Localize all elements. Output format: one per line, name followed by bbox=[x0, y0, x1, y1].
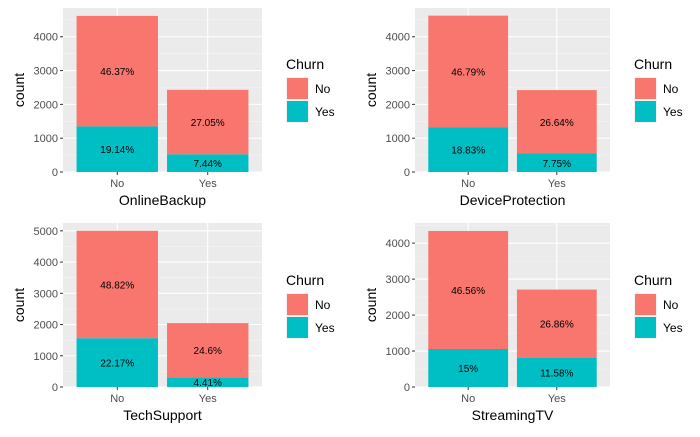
bar-yes-no bbox=[76, 338, 158, 387]
y-axis-title: count bbox=[363, 73, 379, 107]
x-tick-label: Yes bbox=[548, 178, 566, 190]
legend-title: Churn bbox=[634, 272, 672, 288]
x-tick-label: No bbox=[110, 393, 124, 405]
chart-panel-3: 0 1000 2000 3000 4000 5000 48.82% 22.17% No 24.6%… bbox=[11, 223, 335, 423]
x-tick-label: No bbox=[461, 393, 475, 405]
legend: Churn No Yes bbox=[286, 56, 335, 123]
y-tick-label: 1000 bbox=[386, 346, 410, 358]
x-tick-label: No bbox=[461, 178, 475, 190]
data-label-no: 26.64% bbox=[540, 118, 574, 129]
y-tick-label: 3000 bbox=[386, 274, 410, 286]
bar-no-no bbox=[76, 230, 158, 339]
bar-yes-no bbox=[428, 127, 509, 172]
legend-label-no: No bbox=[315, 298, 331, 312]
data-label-yes: 7.75% bbox=[543, 159, 571, 170]
bar-no-yes bbox=[167, 323, 249, 378]
bar-no-no bbox=[428, 15, 509, 128]
chart-panel-1: 0 1000 2000 3000 4000 46.37% 19.14% No 27.05% 7.4… bbox=[11, 8, 335, 208]
data-label-no: 46.37% bbox=[100, 67, 134, 78]
bar-no-yes bbox=[516, 90, 597, 154]
y-axis-title: count bbox=[363, 288, 379, 322]
y-tick-label: 4000 bbox=[386, 32, 410, 44]
legend: Churn No Yes bbox=[634, 56, 683, 123]
x-tick-label: No bbox=[110, 178, 124, 190]
bar-yes-yes bbox=[167, 154, 249, 172]
y-tick-label: 1000 bbox=[34, 351, 58, 363]
legend-swatch-yes bbox=[635, 101, 656, 122]
bar-yes-yes bbox=[516, 357, 597, 387]
legend-label-yes: Yes bbox=[663, 105, 683, 119]
y-tick-label: 1000 bbox=[34, 133, 58, 145]
x-tick-label: Yes bbox=[548, 393, 566, 405]
legend-title: Churn bbox=[634, 56, 672, 72]
x-axis-title: DeviceProtection bbox=[460, 192, 566, 208]
y-tick-label: 4000 bbox=[386, 238, 410, 250]
y-axis-title: count bbox=[11, 288, 27, 322]
bar-yes-yes bbox=[516, 153, 597, 172]
data-label-yes: 15% bbox=[458, 364, 478, 375]
data-label-yes: 7.44% bbox=[194, 159, 222, 170]
data-label-yes: 11.58% bbox=[540, 368, 573, 379]
data-label-yes: 22.17% bbox=[100, 359, 134, 370]
legend: Churn No Yes bbox=[286, 272, 335, 339]
data-label-no: 27.05% bbox=[191, 118, 225, 129]
y-tick-label: 0 bbox=[404, 382, 410, 394]
bar-no-yes bbox=[167, 89, 249, 155]
x-axis-title: OnlineBackup bbox=[119, 192, 206, 208]
legend-swatch-no bbox=[635, 78, 656, 99]
data-label-yes: 19.14% bbox=[100, 145, 134, 156]
y-tick-label: 4000 bbox=[34, 32, 58, 44]
bar-yes-no bbox=[428, 348, 509, 387]
bar-no-yes bbox=[516, 289, 597, 358]
x-tick-label: Yes bbox=[199, 393, 217, 405]
y-tick-label: 5000 bbox=[34, 226, 58, 238]
y-axis-title: count bbox=[11, 73, 27, 107]
x-axis-title: TechSupport bbox=[123, 407, 202, 423]
bar-no-no bbox=[76, 15, 158, 127]
legend-label-yes: Yes bbox=[663, 321, 683, 335]
legend-swatch-yes bbox=[287, 317, 308, 338]
y-tick-label: 0 bbox=[52, 167, 58, 179]
legend-label-yes: Yes bbox=[315, 105, 335, 119]
y-tick-label: 3000 bbox=[34, 288, 58, 300]
chart-panel-2: 0 1000 2000 3000 4000 46.79% 18.83% No 26.64% 7.7… bbox=[363, 8, 683, 208]
data-label-no: 46.79% bbox=[451, 67, 485, 78]
y-tick-label: 2000 bbox=[34, 99, 58, 111]
legend-swatch-yes bbox=[635, 317, 656, 338]
y-tick-label: 3000 bbox=[34, 66, 58, 78]
legend: Churn No Yes bbox=[634, 272, 683, 339]
legend-title: Churn bbox=[286, 56, 324, 72]
x-axis-title: StreamingTV bbox=[472, 407, 554, 423]
y-tick-label: 2000 bbox=[386, 99, 410, 111]
data-label-no: 24.6% bbox=[194, 346, 222, 357]
legend-swatch-no bbox=[287, 294, 308, 315]
y-tick-label: 2000 bbox=[386, 310, 410, 322]
bar-no-no bbox=[428, 230, 509, 349]
legend-label-no: No bbox=[663, 82, 679, 96]
bar-yes-no bbox=[76, 126, 158, 172]
legend-swatch-no bbox=[287, 78, 308, 99]
legend-label-no: No bbox=[315, 82, 331, 96]
data-label-no: 48.82% bbox=[100, 280, 134, 291]
y-tick-label: 0 bbox=[52, 382, 58, 394]
data-label-no: 46.56% bbox=[451, 286, 485, 297]
data-label-yes: 4.41% bbox=[194, 378, 222, 389]
x-tick-label: Yes bbox=[199, 178, 217, 190]
data-label-no: 26.86% bbox=[540, 320, 574, 331]
chart-panel-4: 0 1000 2000 3000 4000 46.56% 15% No 26.86% 11.58%… bbox=[363, 223, 683, 423]
y-tick-label: 2000 bbox=[34, 320, 58, 332]
legend-label-yes: Yes bbox=[315, 321, 335, 335]
legend-swatch-yes bbox=[287, 101, 308, 122]
y-tick-label: 0 bbox=[404, 167, 410, 179]
data-label-yes: 18.83% bbox=[451, 146, 485, 157]
legend-title: Churn bbox=[286, 272, 324, 288]
y-tick-label: 3000 bbox=[386, 66, 410, 78]
y-tick-label: 4000 bbox=[34, 257, 58, 269]
bar-yes-yes bbox=[167, 377, 249, 387]
legend-swatch-no bbox=[635, 294, 656, 315]
y-tick-label: 1000 bbox=[386, 133, 410, 145]
legend-label-no: No bbox=[663, 298, 679, 312]
